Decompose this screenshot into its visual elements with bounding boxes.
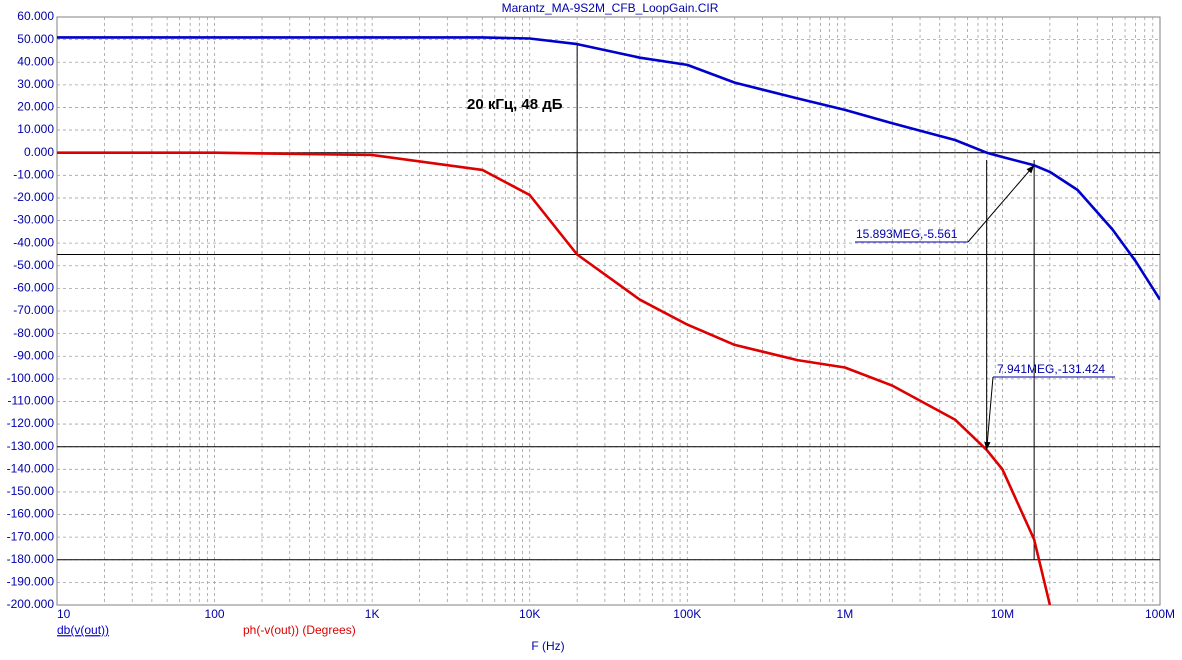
annotation: 7.941MEG,-131.424: [997, 362, 1105, 376]
annotation: 20 кГц, 48 дБ: [467, 96, 563, 113]
x-tick-label: 100: [205, 607, 225, 621]
y-tick-label: 50.000: [17, 32, 54, 46]
x-tick-label: 10: [57, 607, 71, 621]
x-tick-label: 1M: [837, 607, 854, 621]
y-tick-label: -50.000: [13, 258, 54, 272]
y-tick-label: -120.000: [7, 416, 55, 430]
y-tick-label: -10.000: [13, 167, 54, 181]
y-tick-label: 30.000: [17, 77, 54, 91]
y-tick-label: 60.000: [17, 9, 54, 23]
y-tick-label: 0.000: [24, 145, 54, 159]
y-tick-label: -110.000: [8, 394, 55, 408]
y-tick-label: -170.000: [7, 529, 55, 543]
y-tick-label: -200.000: [7, 597, 55, 611]
y-tick-label: 40.000: [17, 54, 54, 68]
annotation-arrow: [984, 376, 994, 450]
annotation-arrow: [967, 164, 1035, 243]
y-tick-label: -140.000: [7, 461, 55, 475]
y-tick-label: -30.000: [13, 213, 54, 227]
y-tick-label: -180.000: [7, 552, 55, 566]
y-tick-label: -40.000: [13, 235, 54, 249]
legend-label: ph(-v(out)) (Degrees): [243, 623, 356, 637]
y-tick-label: -20.000: [13, 190, 54, 204]
series-line: [57, 151, 1052, 606]
x-tick-label: 10K: [519, 607, 540, 621]
x-tick-label: 10M: [991, 607, 1014, 621]
y-tick-label: -160.000: [7, 507, 55, 521]
x-tick-label: 100K: [673, 607, 701, 621]
legend-label: db(v(out)): [57, 623, 109, 637]
x-axis-label: F (Hz): [531, 639, 564, 653]
y-tick-label: -190.000: [7, 575, 55, 589]
x-tick-label: 100M: [1145, 607, 1175, 621]
y-tick-label: -80.000: [13, 326, 54, 340]
y-tick-label: -60.000: [13, 281, 54, 295]
y-tick-label: 10.000: [17, 122, 54, 136]
y-tick-label: -90.000: [13, 348, 54, 362]
y-tick-label: -100.000: [7, 371, 55, 385]
series-line: [57, 36, 1160, 301]
annotation: 15.893MEG,-5.561: [856, 227, 958, 241]
chart-title: Marantz_MA-9S2M_CFB_LoopGain.CIR: [502, 1, 719, 15]
y-tick-label: -150.000: [7, 484, 55, 498]
y-tick-label: 20.000: [17, 100, 54, 114]
x-tick-label: 1K: [365, 607, 380, 621]
y-tick-label: -130.000: [7, 439, 55, 453]
y-tick-label: -70.000: [13, 303, 54, 317]
